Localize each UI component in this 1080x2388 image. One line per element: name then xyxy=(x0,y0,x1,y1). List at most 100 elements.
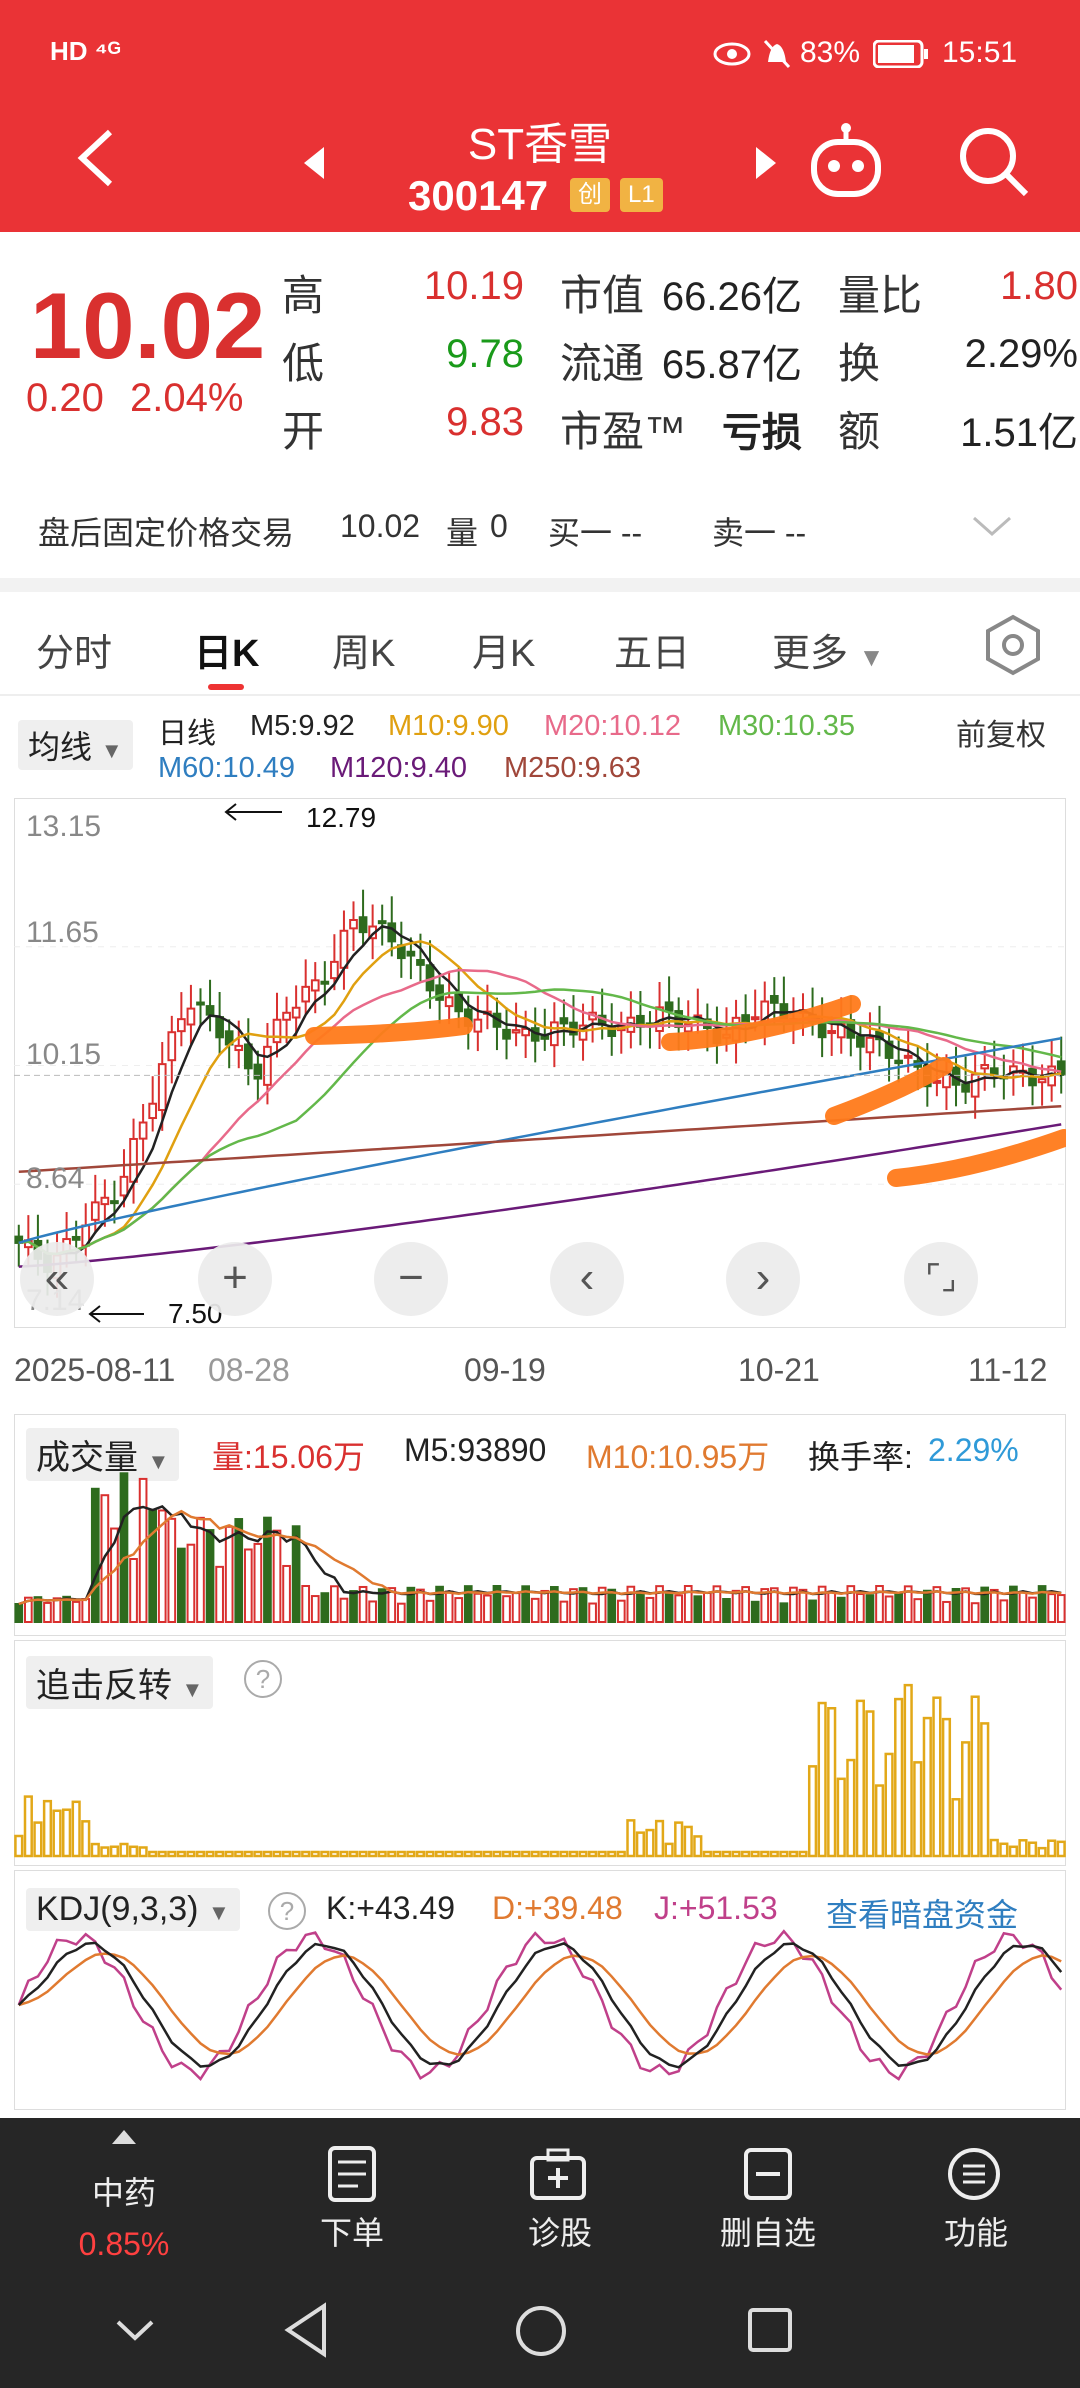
high-annotation: 12.79 xyxy=(306,802,377,833)
chase-bar xyxy=(750,1850,760,1858)
volume-bar xyxy=(521,1585,531,1623)
tab-intraday[interactable]: 分时 xyxy=(36,633,113,675)
chase-bar xyxy=(922,1716,932,1858)
chase-bar xyxy=(865,1710,875,1858)
volume-bar xyxy=(282,1564,291,1623)
volume-bar xyxy=(655,1585,664,1623)
scroll-to-start-button[interactable]: « xyxy=(20,1242,94,1316)
next-stock-icon[interactable] xyxy=(752,145,780,181)
chase-bar xyxy=(186,1850,196,1858)
diagnose-icon[interactable] xyxy=(528,2146,588,2202)
battery-icon xyxy=(873,40,928,68)
date-tick: 09-19 xyxy=(464,1352,546,1388)
prev-stock-icon[interactable] xyxy=(300,145,328,181)
order-button[interactable]: 下单 xyxy=(319,2215,384,2251)
volume-selector[interactable]: 成交量 ▼ xyxy=(26,1428,180,1481)
system-back-icon[interactable] xyxy=(284,2302,328,2358)
volume-selector-label: 成交量 xyxy=(36,1439,138,1477)
system-home-icon[interactable] xyxy=(514,2304,568,2358)
chase-bar xyxy=(176,1850,186,1858)
chase-bar xyxy=(262,1850,273,1858)
quote-value: 亏损 xyxy=(722,411,802,455)
tab-monthly-k[interactable]: 月K xyxy=(472,633,536,675)
remove-watchlist-icon[interactable] xyxy=(742,2146,794,2202)
volume-bar xyxy=(588,1602,597,1623)
volume-bar xyxy=(722,1598,731,1624)
diagnose-button[interactable]: 诊股 xyxy=(527,2215,592,2251)
order-icon[interactable] xyxy=(326,2144,378,2204)
chase-bar xyxy=(693,1835,703,1858)
chase-bar xyxy=(243,1850,253,1858)
volume-bar xyxy=(827,1590,837,1624)
kline-chart[interactable] xyxy=(14,798,1066,1328)
volume-bar xyxy=(607,1588,617,1624)
chase-help-icon[interactable]: ? xyxy=(244,1660,282,1698)
price-tick: 8.64 xyxy=(26,1162,85,1195)
volume-bar xyxy=(683,1585,693,1623)
back-icon[interactable] xyxy=(76,128,116,188)
tab-more-label: 更多 xyxy=(772,633,849,675)
candle xyxy=(827,1030,837,1035)
highlight-stroke-3 xyxy=(825,1057,953,1125)
ma-daily-label: 日线 xyxy=(158,718,217,750)
robot-assistant-icon[interactable] xyxy=(806,122,886,202)
chase-bar xyxy=(329,1850,339,1858)
remove-watchlist-button[interactable]: 删自选 xyxy=(719,2215,816,2251)
kdj-selector[interactable]: KDJ(9,3,3) ▼ xyxy=(26,1888,240,1931)
volume-bar xyxy=(33,1596,43,1623)
chase-bar xyxy=(377,1850,387,1858)
bid1: 买一 -- xyxy=(548,515,643,551)
expand-chevron-icon[interactable] xyxy=(970,512,1014,540)
volume-bar xyxy=(330,1585,339,1624)
chase-bar xyxy=(52,1809,62,1858)
kdj-d-line xyxy=(18,1952,1062,2056)
scroll-left-button[interactable]: ‹ xyxy=(550,1242,624,1316)
sector-name[interactable]: 中药 xyxy=(91,2175,156,2211)
candle xyxy=(856,1035,865,1048)
quote-value: 1.51亿 xyxy=(960,411,1078,455)
candle xyxy=(167,1031,177,1062)
chase-bar xyxy=(894,1697,904,1858)
candle xyxy=(330,960,339,980)
low-arrowhead xyxy=(88,1305,101,1323)
tab-weekly-k[interactable]: 周K xyxy=(332,633,396,675)
zoom-out-button[interactable]: − xyxy=(374,1242,448,1316)
kdj-help-icon[interactable]: ? xyxy=(268,1892,306,1930)
volume-bar xyxy=(789,1586,798,1624)
volume-bar xyxy=(779,1602,789,1623)
function-button[interactable]: 功能 xyxy=(943,2215,1008,2251)
zoom-in-button[interactable]: + xyxy=(198,1242,272,1316)
chase-bar xyxy=(387,1850,397,1858)
tab-daily-k[interactable]: 日K xyxy=(194,633,260,675)
chase-bar xyxy=(348,1850,359,1858)
volume-bar xyxy=(616,1599,626,1623)
settings-hexagon-icon[interactable] xyxy=(984,614,1042,676)
tab-more[interactable]: 更多 ▼ xyxy=(772,622,884,677)
quote-label: 低 xyxy=(282,340,325,387)
candle xyxy=(320,980,330,985)
kdj-d: D:+39.48 xyxy=(492,1890,623,1926)
chase-bar xyxy=(549,1850,559,1858)
chase-bar xyxy=(62,1808,72,1858)
candle xyxy=(177,1018,186,1033)
ma-selector[interactable]: 均线 ▼ xyxy=(18,720,133,770)
system-recents-icon[interactable] xyxy=(746,2306,794,2354)
system-collapse-icon[interactable] xyxy=(114,2316,156,2344)
search-icon[interactable] xyxy=(956,124,1032,200)
volume-bar xyxy=(23,1596,33,1623)
dark-pool-link[interactable]: 查看暗盘资金 xyxy=(826,1897,1019,1933)
function-menu-icon[interactable] xyxy=(946,2146,1002,2202)
candle xyxy=(970,1073,980,1098)
fullscreen-button[interactable]: ⌜⌟ xyxy=(904,1242,978,1316)
date-tick: 11-12 xyxy=(968,1352,1048,1388)
chase-selector[interactable]: 追击反转 ▼ xyxy=(26,1656,214,1709)
volume-bar xyxy=(196,1516,205,1623)
candle xyxy=(253,1063,263,1080)
candle xyxy=(90,1201,100,1221)
adjust-mode[interactable]: 前复权 xyxy=(956,719,1046,752)
volume-chart[interactable] xyxy=(14,1414,1066,1636)
chase-bar xyxy=(951,1798,961,1858)
candle xyxy=(578,1024,588,1041)
tab-five-day[interactable]: 五日 xyxy=(614,633,691,675)
scroll-right-button[interactable]: › xyxy=(726,1242,800,1316)
